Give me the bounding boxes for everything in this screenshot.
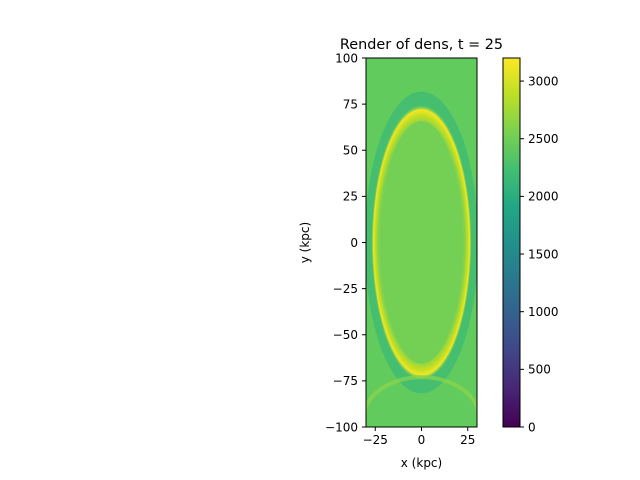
- colorbar-gradient: [503, 58, 520, 427]
- y-axis: −100 −75 −50 −25 0 25 50 75 100: [325, 51, 366, 434]
- colorbar-tick-label: 3000: [528, 74, 559, 88]
- x-axis-label: x (kpc): [401, 456, 442, 470]
- colorbar-tick-label: 1000: [528, 305, 559, 319]
- heatmap-area: [366, 58, 477, 427]
- y-tick-label: 0: [350, 236, 358, 250]
- colorbar-frame: [502, 57, 521, 428]
- colorbar-tick-label: 1500: [528, 247, 559, 261]
- y-tick-label: 50: [343, 144, 358, 158]
- colorbar-tick-label: 2000: [528, 190, 559, 204]
- x-tick-label: 25: [460, 433, 475, 447]
- x-tick-label: −25: [363, 433, 388, 447]
- colorbar: 0 500 1000 1500 2000 2500 3000: [502, 57, 559, 434]
- y-tick-label: 100: [335, 51, 358, 65]
- y-tick-label: −75: [333, 374, 358, 388]
- colorbar-tick-label: 2500: [528, 132, 559, 146]
- y-tick-label: −100: [325, 420, 358, 434]
- y-tick-label: 25: [343, 190, 358, 204]
- y-tick-label: −25: [333, 282, 358, 296]
- x-tick-label: 0: [418, 433, 426, 447]
- y-tick-label: −50: [333, 328, 358, 342]
- x-axis: −25 0 25: [363, 427, 475, 447]
- y-axis-label: y (kpc): [298, 222, 312, 263]
- colorbar-tick-label: 0: [528, 420, 536, 434]
- density-lower-arc: [366, 375, 477, 427]
- colorbar-axis: 0 500 1000 1500 2000 2500 3000: [520, 74, 559, 434]
- colorbar-tick-label: 500: [528, 363, 551, 377]
- chart-title: Render of dens, t = 25: [340, 37, 503, 53]
- y-tick-label: 75: [343, 97, 358, 111]
- density-interior: [380, 121, 463, 364]
